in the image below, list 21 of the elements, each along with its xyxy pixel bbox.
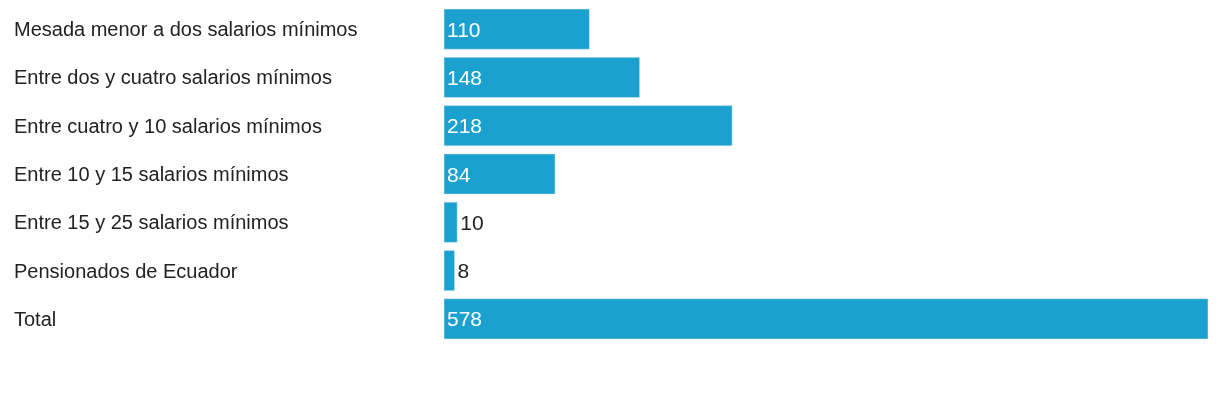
bar [444,57,640,98]
bar [444,250,455,291]
y-tick-label: Total [14,308,57,330]
bar [444,201,458,243]
bar [444,153,556,195]
data-label: 218 [447,114,483,138]
data-label: 148 [447,65,483,89]
data-label: 10 [460,210,484,234]
y-tick-label: Entre 10 y 15 salarios mínimos [14,163,289,185]
y-tick-label: Entre cuatro y 10 salarios mínimos [14,115,322,137]
bar [444,298,1208,340]
y-tick-label: Entre dos y cuatro salarios mínimos [14,66,332,88]
bar [444,105,733,147]
data-label: 110 [447,17,481,41]
data-label: 84 [447,162,471,186]
y-tick-label: Pensionados de Ecuador [14,260,238,282]
y-tick-label: Mesada menor a dos salarios mínimos [14,18,358,40]
data-label: 578 [447,307,483,331]
y-tick-label: Entre 15 y 25 salarios mínimos [14,211,289,233]
bar [444,8,590,50]
data-label: 8 [457,259,470,283]
